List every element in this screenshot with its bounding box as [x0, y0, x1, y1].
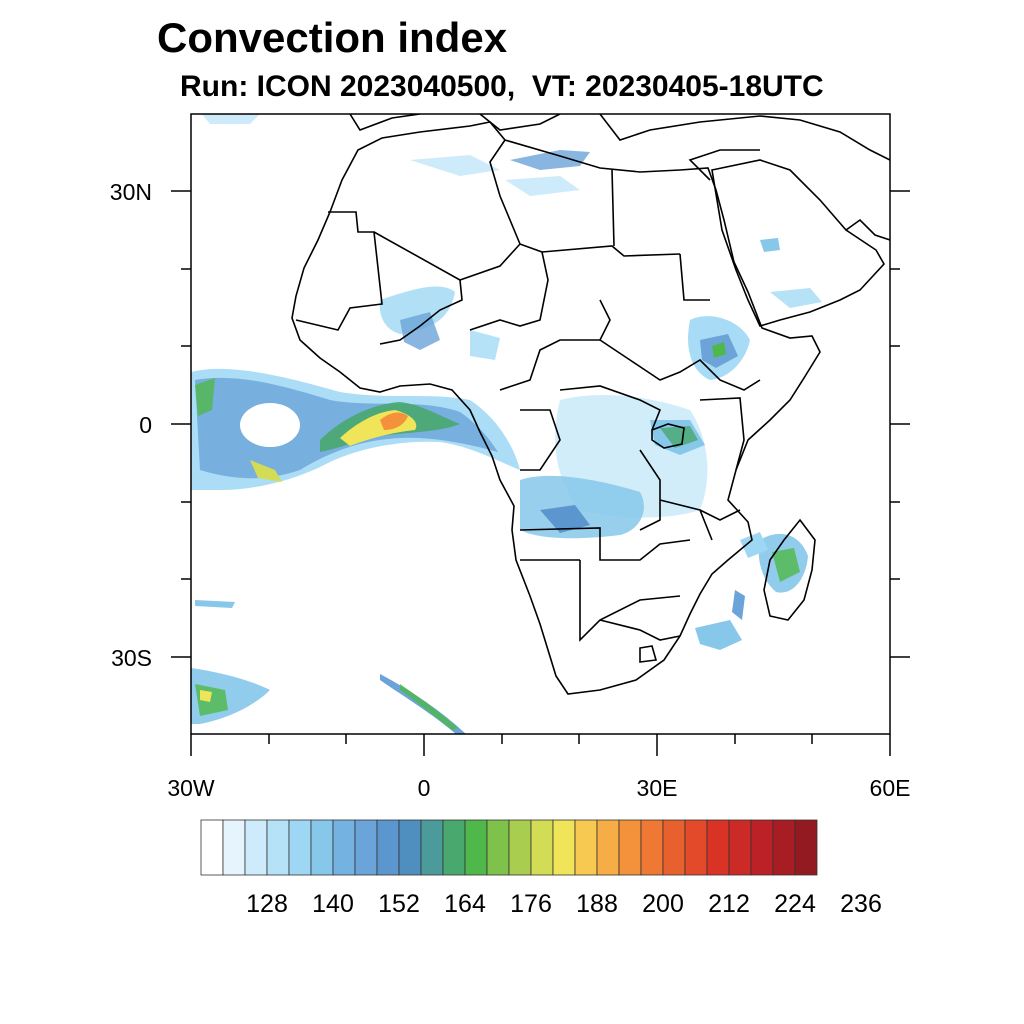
- colorbar-swatch: [640, 819, 664, 876]
- map-title: Convection index: [157, 14, 508, 61]
- colorbar-swatch: [464, 819, 488, 876]
- colorbar-swatch: [420, 819, 444, 876]
- lon-label-0: 0: [418, 775, 431, 801]
- colorbar-swatch: [728, 819, 752, 876]
- lat-label-0: 0: [139, 412, 152, 438]
- lat-ticks: [171, 190, 910, 658]
- colorbar-swatch: [354, 819, 378, 876]
- colorbar-swatch: [442, 819, 466, 876]
- colorbar-swatch: [508, 819, 532, 876]
- colorbar-tick-label: 176: [510, 890, 552, 918]
- colorbar-tick-label: 152: [378, 890, 420, 918]
- lon-ticks: [190, 734, 891, 756]
- colorbar-swatch: [662, 819, 686, 876]
- colorbar-swatch: [200, 819, 224, 876]
- lon-label-60e: 60E: [870, 775, 911, 801]
- colorbar: [200, 819, 818, 876]
- colorbar-swatch: [244, 819, 268, 876]
- colorbar-swatch: [794, 819, 818, 876]
- colorbar-swatch: [266, 819, 290, 876]
- map-subtitle: Run: ICON 2023040500, VT: 20230405-18UTC: [180, 70, 824, 103]
- colorbar-swatch: [596, 819, 620, 876]
- colorbar-tick-label: 128: [246, 890, 288, 918]
- lon-label-30w: 30W: [167, 775, 215, 801]
- colorbar-tick-label: 140: [312, 890, 354, 918]
- colorbar-swatch: [574, 819, 598, 876]
- colorbar-swatch: [552, 819, 576, 876]
- colorbar-swatch: [376, 819, 400, 876]
- colorbar-swatch: [684, 819, 708, 876]
- colorbar-swatch: [530, 819, 554, 876]
- colorbar-tick-label: 164: [444, 890, 486, 918]
- colorbar-swatch: [310, 819, 334, 876]
- colorbar-swatch: [706, 819, 730, 876]
- colorbar-swatch: [772, 819, 796, 876]
- convection-field: [191, 114, 822, 734]
- lon-label-30e: 30E: [637, 775, 678, 801]
- colorbar-swatch: [618, 819, 642, 876]
- coastlines: [291, 114, 890, 695]
- colorbar-labels: 128 140 152 164 176 188 200 212 224 236: [246, 890, 882, 918]
- colorbar-tick-label: 212: [708, 890, 750, 918]
- colorbar-swatch: [486, 819, 510, 876]
- colorbar-swatch: [398, 819, 422, 876]
- colorbar-tick-label: 200: [642, 890, 684, 918]
- colorbar-tick-label: 188: [576, 890, 618, 918]
- colorbar-tick-label: 236: [840, 890, 882, 918]
- colorbar-swatch: [332, 819, 356, 876]
- colorbar-swatch: [288, 819, 312, 876]
- colorbar-tick-label: 224: [774, 890, 816, 918]
- lat-label-30n: 30N: [110, 179, 152, 205]
- colorbar-swatch: [222, 819, 246, 876]
- colorbar-swatch: [750, 819, 774, 876]
- lat-label-30s: 30S: [111, 645, 152, 671]
